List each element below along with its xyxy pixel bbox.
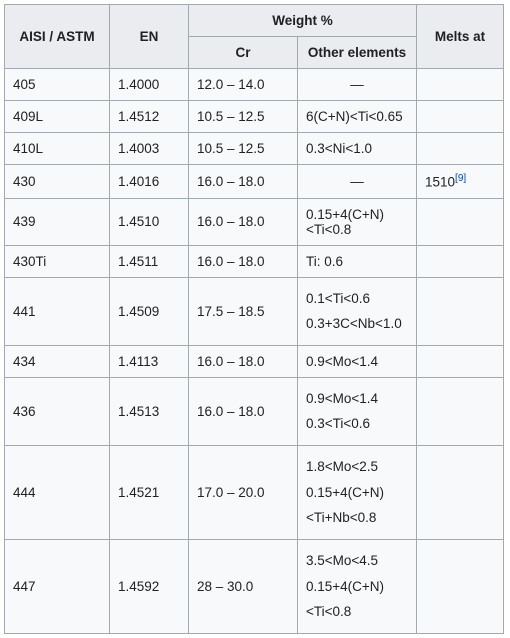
cell-other: 1.8<Mo<2.50.15+4(C+N)<Ti+Nb<0.8	[298, 446, 417, 540]
cell-other: 3.5<Mo<4.50.15+4(C+N)<Ti<0.8	[298, 539, 417, 633]
cell-other: 0.9<Mo<1.40.3<Ti<0.6	[298, 377, 417, 445]
cell-cr: 28 – 30.0	[189, 539, 298, 633]
cell-en: 1.4509	[110, 277, 189, 345]
cell-aisi: 434	[5, 345, 110, 377]
cell-en: 1.4113	[110, 345, 189, 377]
cell-aisi: 405	[5, 69, 110, 101]
header-cr: Cr	[189, 37, 298, 69]
cell-aisi: 409L	[5, 101, 110, 133]
melts-value: 1510	[425, 175, 455, 190]
cell-melts	[417, 345, 504, 377]
cell-aisi: 441	[5, 277, 110, 345]
cell-en: 1.4513	[110, 377, 189, 445]
cell-melts	[417, 377, 504, 445]
header-weight: Weight %	[189, 5, 417, 37]
table-row: 4411.450917.5 – 18.50.1<Ti<0.60.3+3C<Nb<…	[5, 277, 504, 345]
cell-other: Ti: 0.6	[298, 245, 417, 277]
cell-melts	[417, 446, 504, 540]
cell-other-line: 3.5<Mo<4.5	[306, 548, 408, 574]
cell-other-line: 0.15+4(C+N)<Ti+Nb<0.8	[306, 480, 408, 531]
cell-en: 1.4003	[110, 133, 189, 165]
cell-melts	[417, 539, 504, 633]
cell-en: 1.4511	[110, 245, 189, 277]
cell-melts: 1510[9]	[417, 165, 504, 199]
cell-melts	[417, 133, 504, 165]
cell-other: 0.1<Ti<0.60.3+3C<Nb<1.0	[298, 277, 417, 345]
cell-other-line: 1.8<Mo<2.5	[306, 454, 408, 480]
cell-other: 0.15+4(C+N)<Ti<0.8	[298, 198, 417, 245]
cell-cr: 16.0 – 18.0	[189, 377, 298, 445]
cell-other-line: 0.9<Mo<1.4	[306, 386, 408, 412]
cell-other: 6(C+N)<Ti<0.65	[298, 101, 417, 133]
header-en: EN	[110, 5, 189, 69]
cell-other: 0.3<Ni<1.0	[298, 133, 417, 165]
cell-other: —	[298, 165, 417, 199]
cell-aisi: 439	[5, 198, 110, 245]
cell-cr: 17.0 – 20.0	[189, 446, 298, 540]
cell-melts	[417, 69, 504, 101]
table-row: 4391.451016.0 – 18.00.15+4(C+N)<Ti<0.8	[5, 198, 504, 245]
cell-en: 1.4592	[110, 539, 189, 633]
cell-other: —	[298, 69, 417, 101]
table-row: 4051.400012.0 – 14.0—	[5, 69, 504, 101]
cell-cr: 10.5 – 12.5	[189, 101, 298, 133]
header-aisi: AISI / ASTM	[5, 5, 110, 69]
cell-aisi: 436	[5, 377, 110, 445]
cell-other-line: 0.3<Ti<0.6	[306, 411, 408, 437]
cell-cr: 10.5 – 12.5	[189, 133, 298, 165]
cell-en: 1.4016	[110, 165, 189, 199]
cell-en: 1.4521	[110, 446, 189, 540]
header-other: Other elements	[298, 37, 417, 69]
cell-aisi: 447	[5, 539, 110, 633]
table-row: 4301.401616.0 – 18.0—1510[9]	[5, 165, 504, 199]
table-row: 4341.411316.0 – 18.00.9<Mo<1.4	[5, 345, 504, 377]
table-row: 4441.452117.0 – 20.01.8<Mo<2.50.15+4(C+N…	[5, 446, 504, 540]
table-row: 4471.459228 – 30.03.5<Mo<4.50.15+4(C+N)<…	[5, 539, 504, 633]
cell-en: 1.4000	[110, 69, 189, 101]
cell-en: 1.4512	[110, 101, 189, 133]
cell-cr: 17.5 – 18.5	[189, 277, 298, 345]
cell-cr: 16.0 – 18.0	[189, 165, 298, 199]
steel-grades-table: AISI / ASTM EN Weight % Melts at Cr Othe…	[4, 4, 504, 634]
cell-melts	[417, 245, 504, 277]
cell-aisi: 430	[5, 165, 110, 199]
table-row: 430Ti1.451116.0 – 18.0Ti: 0.6	[5, 245, 504, 277]
cell-melts	[417, 198, 504, 245]
cell-cr: 16.0 – 18.0	[189, 345, 298, 377]
cell-aisi: 444	[5, 446, 110, 540]
cell-cr: 12.0 – 14.0	[189, 69, 298, 101]
cell-cr: 16.0 – 18.0	[189, 245, 298, 277]
table-row: 409L1.451210.5 – 12.56(C+N)<Ti<0.65	[5, 101, 504, 133]
reference-link[interactable]: [9]	[455, 173, 466, 184]
cell-aisi: 410L	[5, 133, 110, 165]
cell-other-line: 0.3+3C<Nb<1.0	[306, 311, 408, 337]
cell-cr: 16.0 – 18.0	[189, 198, 298, 245]
cell-melts	[417, 277, 504, 345]
header-melts: Melts at	[417, 5, 504, 69]
cell-en: 1.4510	[110, 198, 189, 245]
cell-other-line: 0.1<Ti<0.6	[306, 286, 408, 312]
cell-other-line: 0.15+4(C+N)<Ti<0.8	[306, 574, 408, 625]
cell-melts	[417, 101, 504, 133]
cell-aisi: 430Ti	[5, 245, 110, 277]
table-row: 410L1.400310.5 – 12.50.3<Ni<1.0	[5, 133, 504, 165]
cell-other: 0.9<Mo<1.4	[298, 345, 417, 377]
table-row: 4361.451316.0 – 18.00.9<Mo<1.40.3<Ti<0.6	[5, 377, 504, 445]
